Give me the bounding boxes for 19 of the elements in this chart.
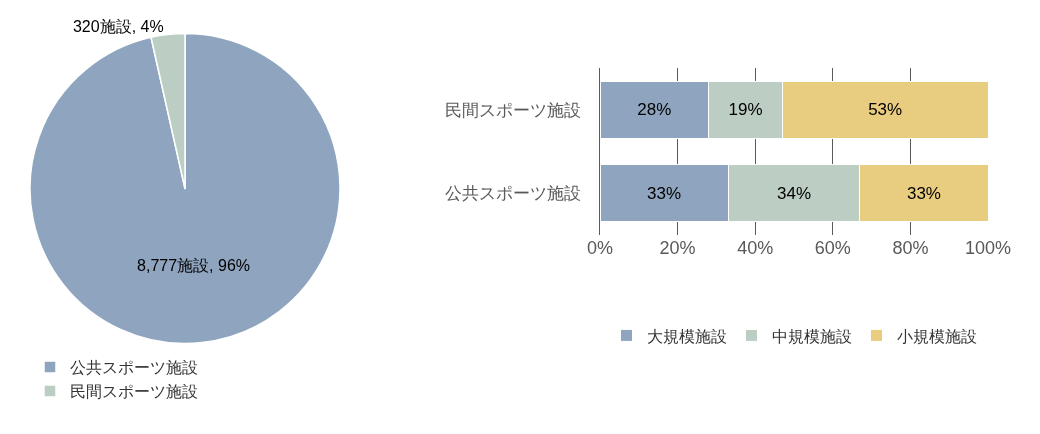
legend-label: 中規模施設: [771, 327, 852, 345]
x-tick-label: 80%: [892, 238, 929, 258]
data-label: 8,777施設, 96%: [137, 257, 251, 275]
legend-label: 大規模施設: [646, 327, 727, 345]
data-label: 320施設, 4%: [72, 17, 164, 35]
legend-label: 公共スポーツ施設: [70, 359, 198, 377]
legend-label: 民間スポーツ施設: [70, 383, 198, 401]
x-tick-label: 20%: [659, 238, 696, 258]
data-label: 19%: [728, 100, 763, 120]
data-label: 33%: [647, 183, 682, 203]
x-tick-label: 40%: [737, 238, 774, 258]
data-label: 34%: [776, 183, 812, 203]
data-label: 53%: [868, 100, 903, 120]
legend-label: 小規模施設: [896, 327, 977, 345]
x-tick-label: 100%: [964, 238, 1012, 258]
data-label: 28%: [637, 100, 672, 120]
x-tick-label: 0%: [586, 238, 614, 258]
data-label: 33%: [906, 183, 941, 203]
x-tick-label: 60%: [814, 238, 851, 258]
